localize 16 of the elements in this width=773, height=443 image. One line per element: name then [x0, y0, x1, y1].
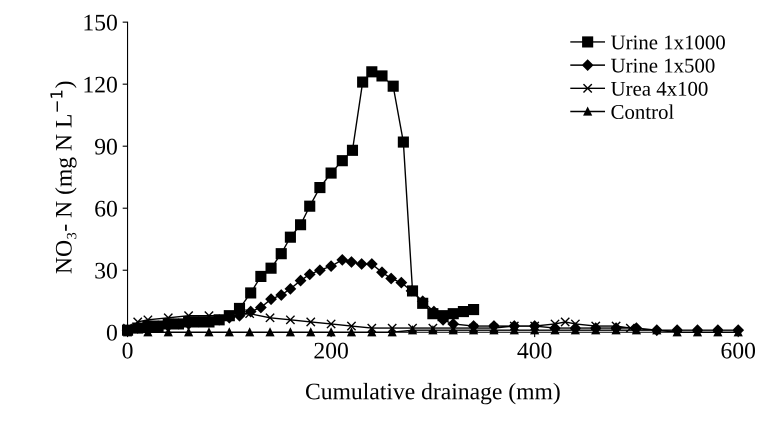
y-tick-label: 90: [94, 138, 117, 155]
y-tick-label: 60: [95, 200, 117, 217]
x-tick-label: 600: [722, 342, 756, 359]
x-tick-label: 0: [122, 342, 133, 359]
y-tick-label: 120: [84, 76, 117, 93]
y-axis-title: NO₃- N (mg N L$^{−1}$): [50, 82, 77, 274]
x-axis-title: Cumulative drainage (mm): [306, 382, 560, 404]
legend-label: Control: [611, 104, 674, 119]
y-tick-label: 150: [84, 14, 117, 31]
x-tick-label: 200: [314, 342, 348, 359]
y-tick-label: 30: [95, 262, 117, 279]
y-tick-label: 0: [106, 324, 117, 341]
legend-label: Urine 1x1000: [611, 35, 725, 50]
legend-label: Urea 4x100: [611, 82, 708, 96]
legend-label: Urine 1x500: [611, 58, 715, 73]
x-tick-label: 400: [517, 342, 552, 359]
